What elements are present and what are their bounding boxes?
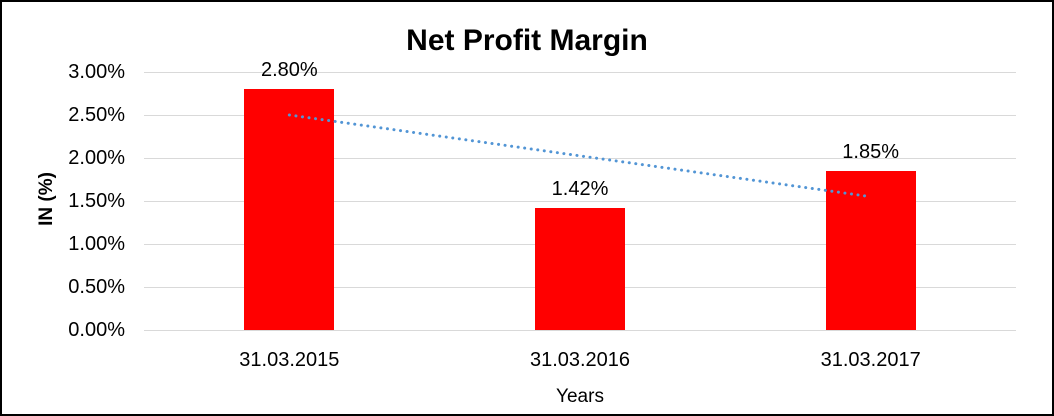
- y-tick-label: 1.50%: [68, 190, 125, 212]
- y-tick-label: 0.50%: [68, 276, 125, 298]
- x-tick-label: 31.03.2016: [529, 349, 631, 371]
- bar: [825, 170, 916, 330]
- y-axis-title: IN (%): [36, 172, 57, 226]
- gridline: [144, 330, 1016, 331]
- gridline: [144, 72, 1016, 73]
- bar: [535, 207, 625, 330]
- chart-title: Net Profit Margin: [406, 24, 648, 57]
- y-tick-label: 0.00%: [68, 319, 125, 341]
- y-tick-label: 2.00%: [68, 147, 125, 169]
- bar: [244, 89, 335, 330]
- y-tick-label: 2.50%: [68, 104, 125, 126]
- bar-data-label: 2.80%: [260, 59, 318, 82]
- trendline: [287, 113, 873, 199]
- gridline: [144, 115, 1016, 116]
- x-tick-label: 31.03.2015: [239, 349, 340, 371]
- gridline: [144, 158, 1016, 159]
- bar-data-label: 1.42%: [551, 177, 609, 200]
- y-tick-label: 1.00%: [68, 233, 125, 255]
- x-tick-label: 31.03.2017: [820, 349, 921, 371]
- x-axis-title: Years: [556, 386, 604, 407]
- gridline: [144, 201, 1016, 202]
- bar-data-label: 1.85%: [842, 140, 900, 163]
- y-tick-label: 3.00%: [68, 61, 125, 83]
- plot-area: [144, 72, 1016, 331]
